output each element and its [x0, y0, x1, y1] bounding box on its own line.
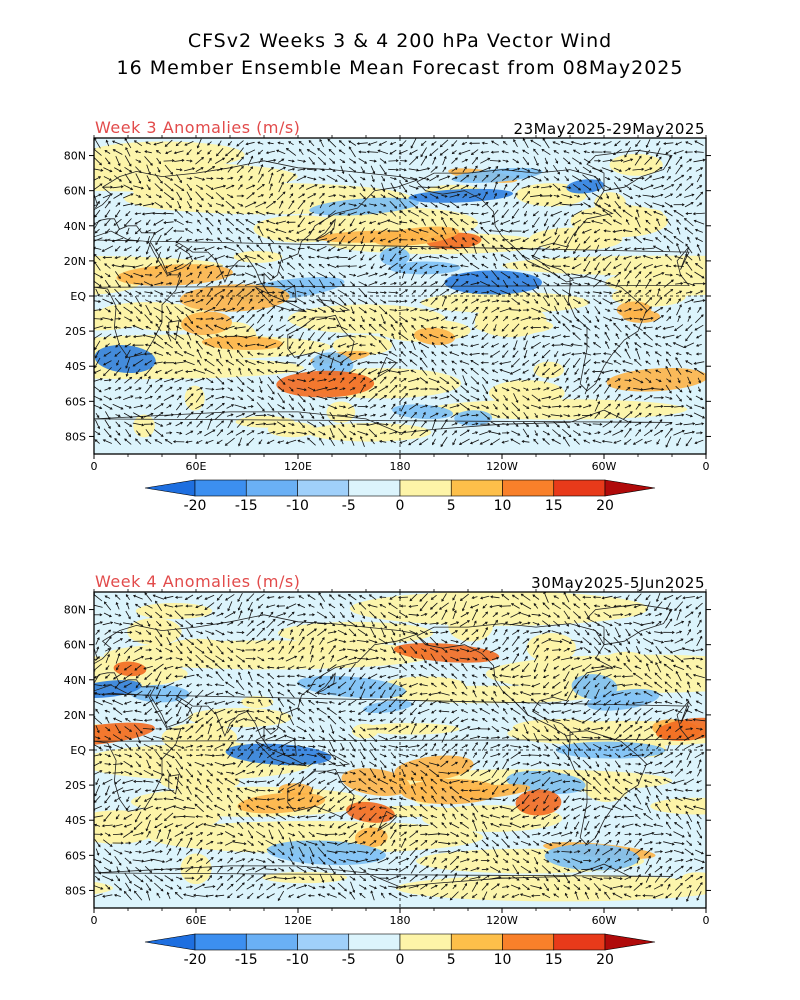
title-line-2: 16 Member Ensemble Mean Forecast from 08…: [116, 57, 684, 79]
colorbar-segment: [553, 479, 606, 497]
week4-anomaly-map: 80N 60N 40N 20N EQ 20S 40S 60S 80S 0 60E 120E 180 120…: [64, 589, 711, 966]
colorbar-label: 0: [396, 952, 405, 966]
colorbar-label: -10: [286, 498, 309, 512]
lon-label: 180: [390, 460, 411, 473]
lat-label: 40S: [65, 360, 86, 373]
colorbar-label: -20: [184, 498, 207, 512]
colorbar-segment: [450, 933, 503, 951]
colorbar-segment: [245, 479, 298, 497]
colorbar-segment: [399, 933, 452, 951]
colorbar-segment: [604, 933, 656, 951]
colorbar-label: 15: [545, 498, 563, 512]
lon-label: 180: [390, 914, 411, 927]
lon-label: 120E: [284, 460, 312, 473]
colorbar-label: -10: [286, 952, 309, 966]
colorbar-segment: [502, 933, 555, 951]
lat-label: 20S: [65, 779, 86, 792]
colorbar-segment: [348, 933, 401, 951]
colorbar-label: -15: [235, 952, 258, 966]
lat-label: 40N: [64, 674, 86, 687]
panel1-label: Week 3 Anomalies (m/s): [95, 118, 301, 137]
colorbar-label: 10: [494, 498, 512, 512]
lon-label: 0: [91, 914, 98, 927]
colorbar-segment: [297, 933, 350, 951]
colorbar-segment: [450, 479, 503, 497]
colorbar-segment: [194, 933, 247, 951]
lon-label: 60E: [186, 914, 207, 927]
colorbar-label: 5: [447, 498, 456, 512]
lat-label: 60N: [64, 185, 86, 198]
colorbar-segment: [348, 479, 401, 497]
lat-label: 20S: [65, 325, 86, 338]
colorbar-segment: [245, 933, 298, 951]
lon-label: 120W: [486, 914, 518, 927]
colorbar-label: -5: [342, 952, 356, 966]
colorbar-segment: [502, 479, 555, 497]
lon-label: 120E: [284, 914, 312, 927]
colorbar-label: -20: [184, 952, 207, 966]
colorbar-segment: [604, 479, 656, 497]
lat-label: 80N: [64, 604, 86, 617]
lat-label: 20N: [64, 709, 86, 722]
lat-label: EQ: [70, 290, 86, 303]
colorbar-segment: [194, 479, 247, 497]
colorbar: -20 -15 -10 -5 0 5 10 15 20: [144, 933, 656, 966]
lat-label: 80S: [65, 430, 86, 443]
lon-label: 0: [703, 460, 710, 473]
colorbar: -20 -15 -10 -5 0 5 10 15 20: [144, 479, 656, 512]
lon-label: 0: [91, 460, 98, 473]
colorbar-segment: [297, 479, 350, 497]
colorbar-label: 10: [494, 952, 512, 966]
panel1-date-range: 23May2025-29May2025: [513, 120, 705, 138]
lat-label: 40N: [64, 220, 86, 233]
lat-label: 60S: [65, 849, 86, 862]
colorbar-label: 20: [596, 952, 614, 966]
colorbar-label: 15: [545, 952, 563, 966]
lat-label: 40S: [65, 814, 86, 827]
lat-label: 20N: [64, 255, 86, 268]
lat-label: 80N: [64, 150, 86, 163]
colorbar-label: 5: [447, 952, 456, 966]
colorbar-label: -5: [342, 498, 356, 512]
panel2-label: Week 4 Anomalies (m/s): [95, 572, 301, 591]
colorbar-label: -15: [235, 498, 258, 512]
colorbar-segment: [144, 479, 196, 497]
lon-label: 60W: [592, 460, 617, 473]
lon-label: 0: [703, 914, 710, 927]
colorbar-label: 20: [596, 498, 614, 512]
lon-label: 60W: [592, 914, 617, 927]
colorbar-segment: [399, 479, 452, 497]
lat-label: 60N: [64, 639, 86, 652]
lat-label: 80S: [65, 884, 86, 897]
week3-anomaly-map: 80N 60N 40N 20N EQ 20S 40S 60S 80S 0 60E 120E 180 120…: [64, 135, 711, 512]
lat-label: EQ: [70, 744, 86, 757]
panel2-date-range: 30May2025-5Jun2025: [531, 574, 705, 592]
colorbar-segment: [553, 933, 606, 951]
lon-label: 60E: [186, 460, 207, 473]
lat-label: 60S: [65, 395, 86, 408]
colorbar-label: 0: [396, 498, 405, 512]
colorbar-segment: [144, 933, 196, 951]
title-line-1: CFSv2 Weeks 3 & 4 200 hPa Vector Wind: [187, 30, 613, 52]
lon-label: 120W: [486, 460, 518, 473]
